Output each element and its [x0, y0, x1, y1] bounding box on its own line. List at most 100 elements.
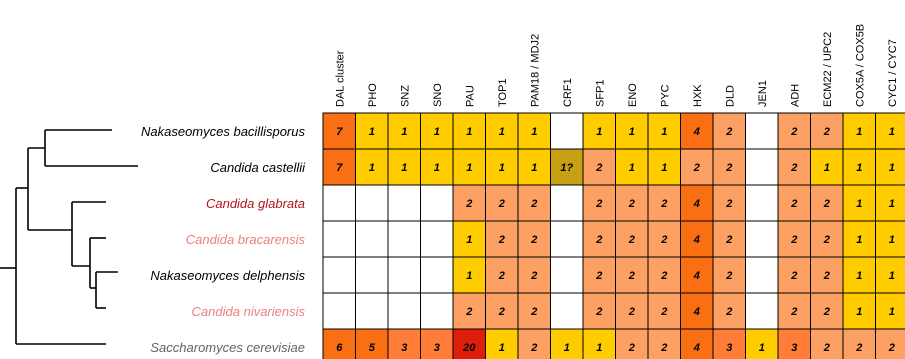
column-header-dal-cluster: DAL cluster: [334, 50, 346, 107]
cell-fill: [745, 292, 779, 330]
cell-nakaseomyces-delphensis-ecm22-upc2: 2: [810, 256, 844, 294]
cell-fill: [680, 328, 714, 359]
column-header-cyc1-cyc7: CYC1 / CYC7: [887, 39, 899, 107]
cell-fill: [875, 184, 905, 222]
cell-fill: [647, 148, 681, 186]
cell-fill: [810, 256, 844, 294]
cell-value: 1: [564, 342, 570, 354]
cell-nakaseomyces-bacillisporus-sfp1: 1: [582, 112, 616, 150]
cell-fill: [485, 292, 519, 330]
cell-fill: [875, 328, 905, 359]
cell-fill: [355, 148, 389, 186]
cell-candida-glabrata-hxk: 4: [680, 184, 714, 222]
cell-saccharomyces-cerevisiae-pau: 20: [452, 328, 486, 359]
cell-nakaseomyces-delphensis-eno: 2: [615, 256, 649, 294]
cell-value: 2: [595, 234, 602, 246]
cell-saccharomyces-cerevisiae-sno: 3: [420, 328, 454, 359]
cell-value: 1: [889, 270, 895, 282]
cell-value: 1: [466, 234, 472, 246]
cell-fill: [485, 148, 519, 186]
cell-fill: [322, 184, 356, 222]
cell-value: 2: [595, 270, 602, 282]
cell-fill: [582, 292, 616, 330]
column-header-eno: ENO: [627, 83, 639, 107]
cell-candida-nivariensis-pho: [355, 292, 389, 330]
cell-candida-glabrata-dld: 2: [712, 184, 746, 222]
cell-value: 2: [823, 342, 830, 354]
cell-fill: [355, 184, 389, 222]
cell-fill: [452, 328, 486, 359]
cell-fill: [615, 256, 649, 294]
cell-value: 7: [336, 162, 343, 174]
cell-value: 2: [790, 162, 797, 174]
cell-value: 2: [628, 306, 635, 318]
cell-candida-bracarensis-pau: 1: [452, 220, 486, 258]
cell-candida-bracarensis-sno: [420, 220, 454, 258]
cell-value: 1: [661, 126, 667, 138]
column-header-crf1: CRF1: [562, 78, 574, 107]
cell-candida-glabrata-cyc1-cyc7: 1: [875, 184, 905, 222]
column-header-ecm22-upc2: ECM22 / UPC2: [822, 32, 834, 107]
cell-saccharomyces-cerevisiae-dld: 3: [712, 328, 746, 359]
cell-fill: [322, 292, 356, 330]
cell-value: 1: [466, 270, 472, 282]
cell-candida-bracarensis-ecm22-upc2: 2: [810, 220, 844, 258]
cell-value: 1: [889, 306, 895, 318]
cell-fill: [355, 112, 389, 150]
cell-fill: [745, 184, 779, 222]
cell-value: 4: [693, 234, 700, 246]
cell-value: 1: [661, 162, 667, 174]
cell-candida-bracarensis-sfp1: 2: [582, 220, 616, 258]
cell-nakaseomyces-bacillisporus-pam18-mdj2: 1: [517, 112, 551, 150]
cell-fill: [842, 112, 876, 150]
cell-value: 7: [336, 126, 343, 138]
cell-candida-bracarensis-pam18-mdj2: 2: [517, 220, 551, 258]
cell-nakaseomyces-bacillisporus-pyc: 1: [647, 112, 681, 150]
cell-value: 1: [434, 162, 440, 174]
cell-fill: [680, 112, 714, 150]
cell-fill: [517, 328, 551, 359]
cell-fill: [387, 292, 421, 330]
cell-candida-bracarensis-adh: 2: [777, 220, 811, 258]
cell-value: 3: [791, 342, 797, 354]
cell-value: 2: [498, 234, 505, 246]
cell-value: 2: [530, 270, 537, 282]
cell-fill: [420, 220, 454, 258]
cell-candida-bracarensis-pho: [355, 220, 389, 258]
column-header-pho: PHO: [367, 83, 379, 107]
cell-candida-nivariensis-ecm22-upc2: 2: [810, 292, 844, 330]
cell-fill: [777, 328, 811, 359]
cell-fill: [420, 292, 454, 330]
cell-fill: [452, 184, 486, 222]
cell-value: 1: [466, 126, 472, 138]
cell-value: 1: [531, 126, 537, 138]
cell-candida-nivariensis-pau: 2: [452, 292, 486, 330]
column-header-pam18-mdj2: PAM18 / MDJ2: [529, 34, 541, 107]
cell-fill: [387, 220, 421, 258]
cell-value: 1?: [560, 162, 573, 174]
cell-value: 2: [465, 198, 472, 210]
phylogenetic-tree: [0, 129, 138, 345]
cell-value: 1: [889, 234, 895, 246]
cell-fill: [875, 112, 905, 150]
cell-candida-castellii-hxk: 2: [680, 148, 714, 186]
cell-candida-castellii-dld: 2: [712, 148, 746, 186]
cell-fill: [387, 256, 421, 294]
cell-candida-glabrata-pam18-mdj2: 2: [517, 184, 551, 222]
cell-value: 2: [725, 234, 732, 246]
cell-candida-castellii-pho: 1: [355, 148, 389, 186]
cell-candida-glabrata-pau: 2: [452, 184, 486, 222]
cell-value: 2: [660, 342, 667, 354]
cell-value: 2: [498, 306, 505, 318]
cell-value: 1: [889, 126, 895, 138]
cell-value: 2: [628, 234, 635, 246]
species-labels: Nakaseomyces bacillisporus Candida castel…: [141, 124, 306, 355]
cell-fill: [745, 112, 779, 150]
cell-fill: [745, 328, 779, 359]
cell-candida-bracarensis-snz: [387, 220, 421, 258]
cell-nakaseomyces-delphensis-pho: [355, 256, 389, 294]
cell-saccharomyces-cerevisiae-dal-cluster: 6: [322, 328, 356, 359]
cell-nakaseomyces-delphensis-top1: 2: [485, 256, 519, 294]
cell-fill: [582, 328, 616, 359]
cell-value: 1: [889, 198, 895, 210]
